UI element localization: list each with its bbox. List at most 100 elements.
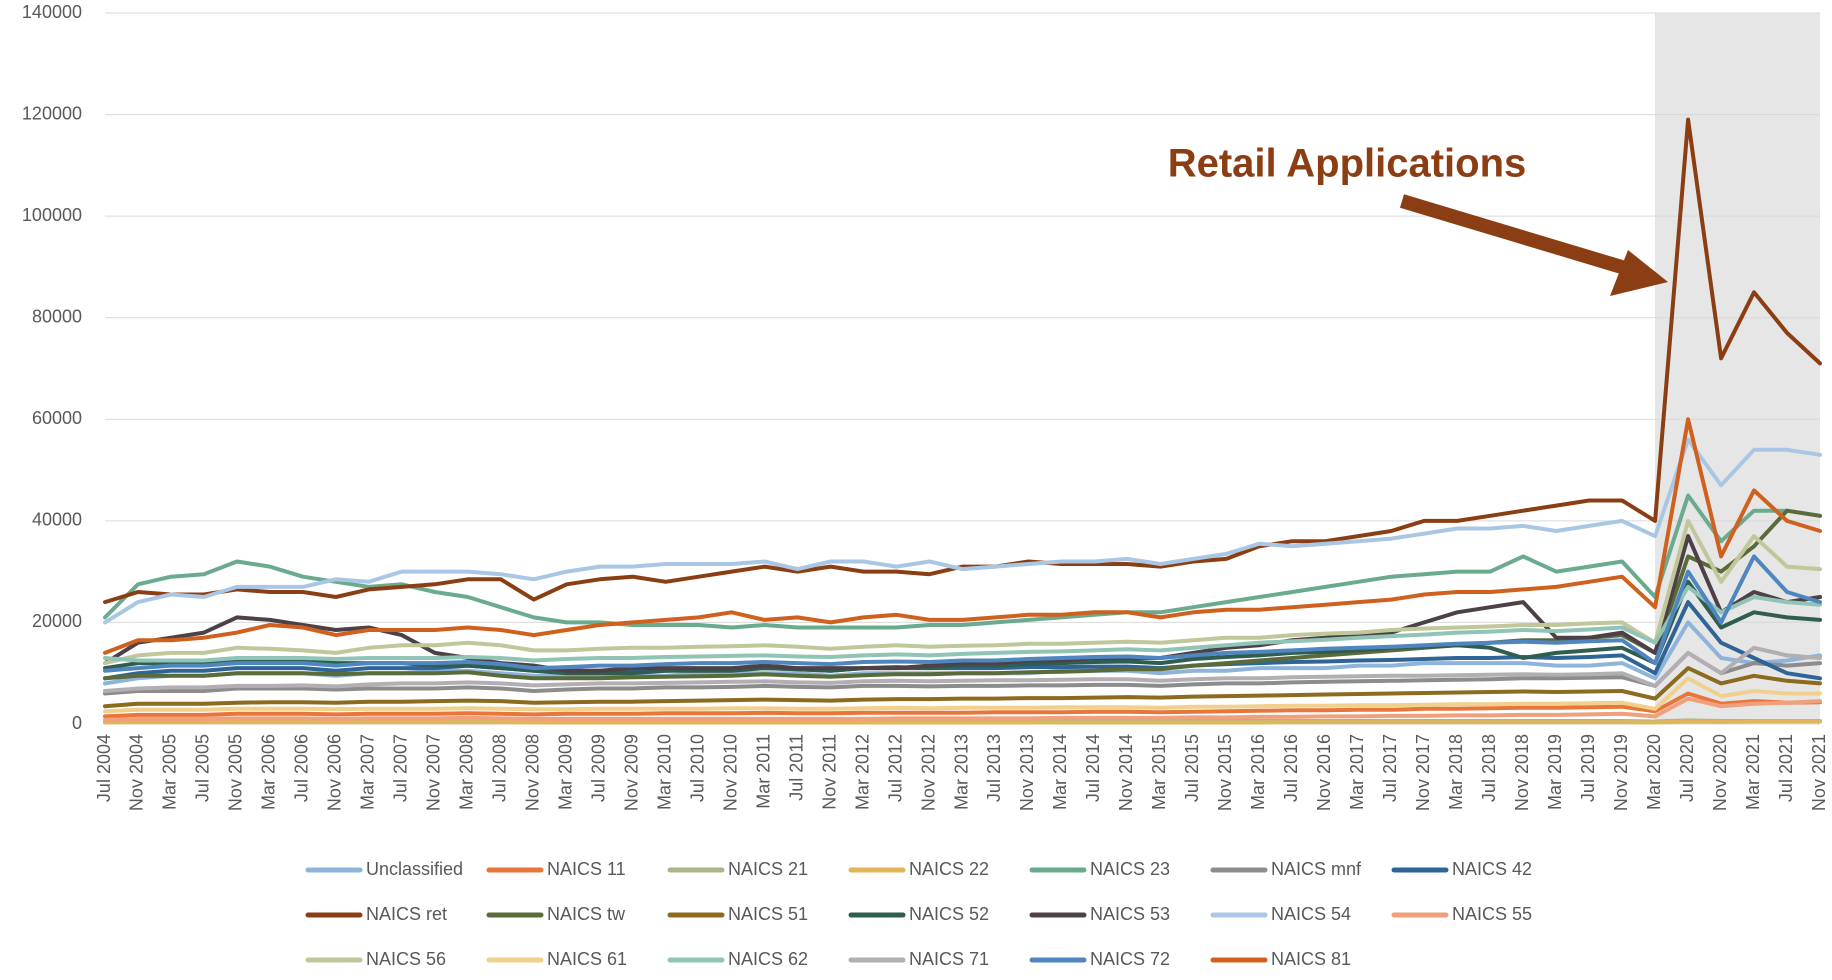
x-tick-label: Nov 2021 — [1809, 734, 1829, 811]
x-tick-label: Mar 2007 — [358, 734, 378, 810]
legend-label: NAICS 71 — [909, 949, 989, 969]
x-tick-label: Nov 2018 — [1512, 734, 1532, 811]
legend-label: NAICS 72 — [1090, 949, 1170, 969]
x-tick-label: Jul 2010 — [687, 734, 707, 802]
x-tick-label: Mar 2008 — [457, 734, 477, 810]
legend-label: NAICS tw — [547, 904, 626, 924]
x-tick-label: Nov 2013 — [1017, 734, 1037, 811]
x-tick-label: Mar 2019 — [1545, 734, 1565, 810]
x-tick-label: Mar 2009 — [555, 734, 575, 810]
legend-label: NAICS 22 — [909, 859, 989, 879]
x-tick-label: Jul 2016 — [1281, 734, 1301, 802]
x-tick-label: Mar 2011 — [753, 734, 773, 809]
series-line — [103, 417, 1822, 655]
legend-label: NAICS 52 — [909, 904, 989, 924]
y-tick-label: 20000 — [32, 611, 82, 631]
legend-label: NAICS mnf — [1271, 859, 1362, 879]
x-tick-label: Nov 2012 — [918, 734, 938, 811]
x-tick-label: Jul 2021 — [1776, 734, 1796, 802]
x-tick-label: Mar 2014 — [1050, 734, 1070, 810]
x-tick-label: Jul 2014 — [1083, 734, 1103, 802]
x-tick-label: Mar 2021 — [1743, 734, 1763, 810]
y-tick-label: 80000 — [32, 306, 82, 326]
series-line — [103, 676, 1822, 714]
x-tick-label: Jul 2009 — [588, 734, 608, 802]
x-tick-label: Jul 2020 — [1677, 734, 1697, 802]
x-tick-label: Nov 2006 — [325, 734, 345, 811]
x-tick-label: Jul 2005 — [193, 734, 213, 802]
legend-label: NAICS 23 — [1090, 859, 1170, 879]
x-tick-label: Nov 2005 — [226, 734, 246, 811]
series-line — [103, 534, 1822, 673]
x-tick-label: Nov 2014 — [1116, 734, 1136, 811]
x-tick-label: Mar 2005 — [160, 734, 180, 810]
x-tick-label: Jul 2011 — [786, 734, 806, 801]
x-tick-label: Mar 2018 — [1446, 734, 1466, 810]
legend-label: NAICS 55 — [1452, 904, 1532, 924]
x-tick-label: Nov 2009 — [621, 734, 641, 811]
legend-label: NAICS 56 — [366, 949, 446, 969]
series-line — [103, 666, 1822, 709]
legend-label: NAICS 62 — [728, 949, 808, 969]
series-line — [103, 691, 1822, 719]
legend-label: NAICS 81 — [1271, 949, 1351, 969]
x-tick-label: Nov 2015 — [1215, 734, 1235, 811]
x-tick-label: Nov 2020 — [1710, 734, 1730, 811]
y-tick-label: 0 — [72, 713, 82, 733]
x-tick-label: Nov 2007 — [424, 734, 444, 811]
y-tick-label: 140000 — [22, 2, 82, 22]
y-tick-label: 40000 — [32, 510, 82, 530]
series-line — [103, 518, 1822, 666]
x-tick-label: Jul 2013 — [984, 734, 1004, 802]
annotation: Retail Applications — [1168, 142, 1527, 186]
x-tick-label: Nov 2017 — [1413, 734, 1433, 811]
x-tick-label: Mar 2020 — [1644, 734, 1664, 810]
series-line — [103, 719, 1822, 725]
x-tick-label: Jul 2015 — [1182, 734, 1202, 802]
y-tick-label: 60000 — [32, 408, 82, 428]
x-tick-label: Nov 2019 — [1611, 734, 1631, 811]
x-tick-label: Jul 2004 — [94, 734, 114, 802]
series-line — [103, 493, 1822, 630]
x-tick-label: Mar 2010 — [654, 734, 674, 810]
x-tick-label: Mar 2017 — [1347, 734, 1367, 810]
series-line — [103, 437, 1822, 625]
series-line — [103, 696, 1822, 722]
x-tick-label: Jul 2006 — [292, 734, 312, 802]
legend-label: NAICS 51 — [728, 904, 808, 924]
series-line — [103, 645, 1822, 693]
x-tick-label: Mar 2006 — [259, 734, 279, 810]
x-tick-label: Jul 2008 — [490, 734, 510, 802]
legend-label: NAICS 53 — [1090, 904, 1170, 924]
series-line — [103, 554, 1822, 673]
x-tick-label: Mar 2016 — [1248, 734, 1268, 810]
x-tick-label: Nov 2004 — [127, 734, 147, 811]
series-line — [103, 117, 1822, 605]
x-tick-label: Jul 2007 — [391, 734, 411, 802]
legend-label: NAICS 11 — [547, 859, 626, 879]
x-tick-label: Nov 2011 — [819, 734, 839, 810]
y-tick-label: 120000 — [22, 103, 82, 123]
x-tick-label: Nov 2010 — [720, 734, 740, 811]
x-tick-label: Nov 2016 — [1314, 734, 1334, 811]
x-tick-label: Nov 2008 — [523, 734, 543, 811]
legend-label: NAICS 42 — [1452, 859, 1532, 879]
x-tick-label: Jul 2017 — [1380, 734, 1400, 802]
y-tick-label: 100000 — [22, 205, 82, 225]
legend-label: NAICS 54 — [1271, 904, 1351, 924]
series-line — [103, 584, 1822, 663]
legend-label: Unclassified — [366, 859, 463, 879]
x-tick-label: Mar 2013 — [951, 734, 971, 810]
x-tick-label: Jul 2019 — [1578, 734, 1598, 802]
legend-label: NAICS 61 — [547, 949, 627, 969]
legend-label: NAICS ret — [366, 904, 447, 924]
x-tick-label: Mar 2012 — [852, 734, 872, 810]
annotation-arrow — [1399, 194, 1628, 275]
annotation-arrowhead — [1610, 250, 1668, 296]
x-tick-label: Jul 2012 — [885, 734, 905, 802]
x-tick-label: Mar 2015 — [1149, 734, 1169, 810]
legend-label: NAICS 21 — [728, 859, 808, 879]
series-line — [103, 650, 1822, 696]
x-tick-label: Jul 2018 — [1479, 734, 1499, 802]
